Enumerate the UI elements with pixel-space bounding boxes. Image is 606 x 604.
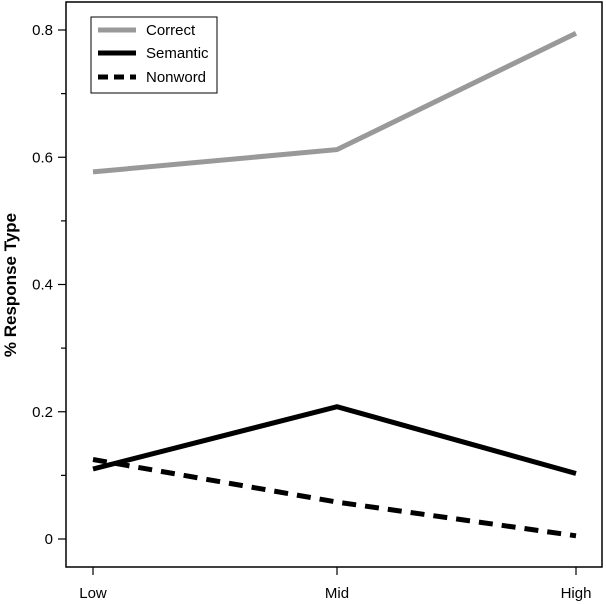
x-tick-label: Low [79, 585, 107, 602]
x-axis: Low Mid High [79, 567, 591, 602]
y-axis-title: % Response Type [1, 213, 20, 357]
y-tick-label: 0.4 [32, 277, 53, 294]
series-layer [92, 30, 578, 539]
y-tick-label: 0.2 [32, 404, 53, 421]
series-line-nonword [92, 457, 577, 539]
series-line-semantic [92, 404, 577, 476]
y-tick-label: 0.8 [32, 22, 53, 39]
legend-label-semantic: Semantic [146, 45, 209, 62]
legend-label-correct: Correct [146, 22, 196, 39]
x-tick-label: Mid [325, 585, 349, 602]
y-axis: 0 0.2 0.4 0.6 0.8 [32, 22, 66, 548]
y-tick-label: 0 [45, 531, 53, 548]
legend-label-nonword: Nonword [146, 69, 206, 86]
y-tick-label: 0.6 [32, 149, 53, 166]
x-tick-label: High [561, 585, 592, 602]
series-line-correct [92, 30, 578, 175]
legend: Correct Semantic Nonword [90, 16, 218, 94]
